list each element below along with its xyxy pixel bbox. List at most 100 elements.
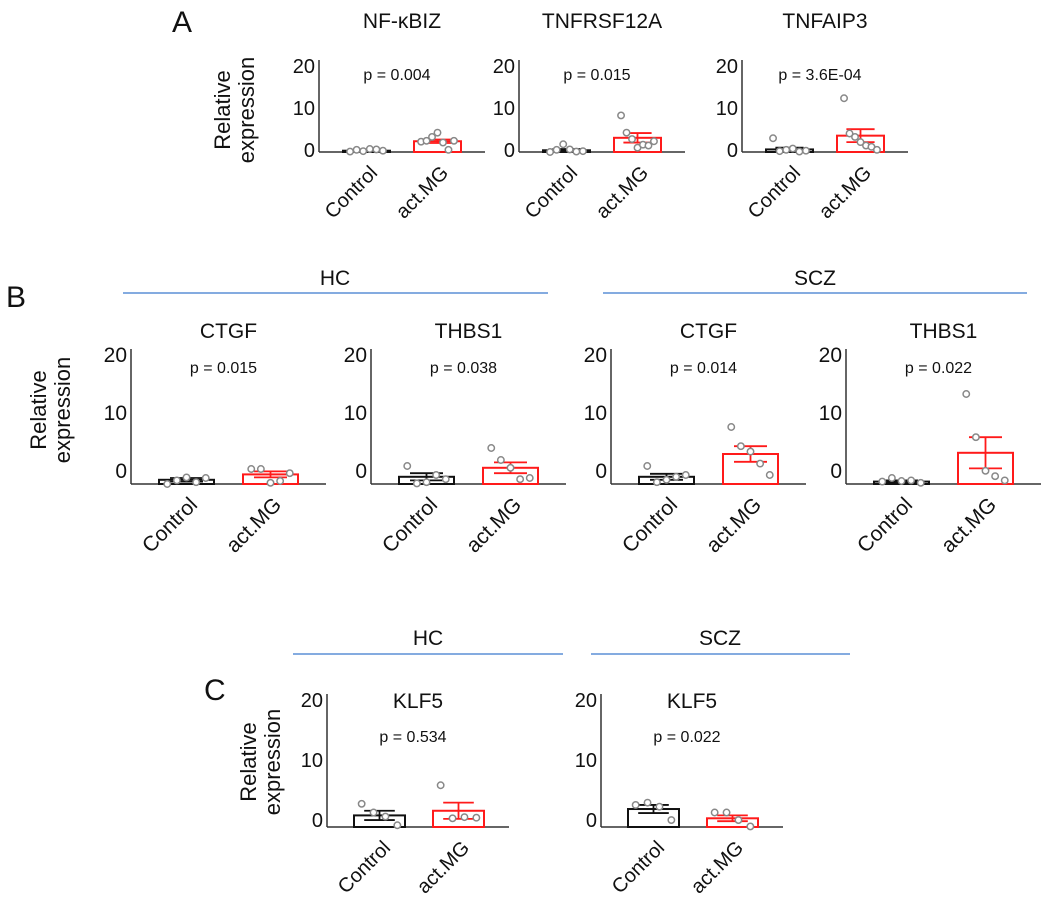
y-tick-label: 0	[355, 460, 367, 483]
data-point	[266, 478, 275, 487]
data-point	[379, 146, 387, 155]
y-tick-label: 20	[104, 344, 127, 367]
chart-a-tnfrsf12a: TNFRSF12A p = 0.015 0 10 20 Control act.MG	[493, 10, 685, 223]
y-tick-label: 10	[344, 402, 367, 425]
y-tick-label: 0	[586, 810, 597, 832]
data-point	[1000, 476, 1009, 485]
y-tick-label: 10	[819, 402, 842, 425]
data-point	[643, 798, 652, 807]
y-tick-label: 10	[575, 750, 597, 772]
panel-letter-a: A	[172, 6, 192, 39]
data-point	[369, 808, 378, 817]
x-tick-label: act.MG	[462, 493, 526, 557]
y-tick-label: 0	[830, 460, 842, 483]
data-point	[643, 462, 652, 470]
x-tick-label: Control	[138, 493, 202, 557]
chart-b-scz-ctgf: CTGF p = 0.014 0 10 20 Control act.MG	[584, 320, 806, 557]
data-point	[631, 801, 640, 809]
data-point	[172, 476, 181, 485]
y-tick-label: 10	[493, 98, 515, 120]
p-value: p = 0.534	[379, 729, 446, 746]
chart-title: CTGF	[680, 320, 737, 343]
y-tick-label: 0	[115, 460, 127, 483]
data-point	[565, 145, 574, 154]
x-tick-label: act.MG	[702, 493, 766, 557]
data-point	[667, 816, 676, 824]
data-point	[840, 94, 848, 103]
ylabel-c: Relative expression	[236, 709, 285, 815]
chart-b-hc-thbs1: THBS1 p = 0.038 0 10 20 Control act.MG	[344, 320, 566, 557]
data-point	[525, 474, 534, 482]
data-point	[393, 821, 402, 830]
data-point	[746, 822, 755, 831]
y-tick-label: 10	[584, 402, 607, 425]
y-tick-label: 10	[293, 98, 315, 120]
data-point	[192, 478, 201, 487]
x-tick-label: Control	[618, 493, 682, 557]
panel-letter-b: B	[6, 281, 26, 314]
data-point	[359, 147, 368, 156]
ylabel-line1: Relative	[236, 722, 261, 801]
data-point	[962, 390, 971, 398]
x-tick-label: act.MG	[937, 493, 1001, 557]
data-point	[916, 478, 925, 487]
chart-title: NF-κBIZ	[363, 10, 441, 33]
x-tick-label: act.MG	[687, 837, 748, 898]
data-point	[628, 135, 636, 144]
data-point	[851, 133, 859, 141]
data-point	[357, 799, 366, 808]
data-point	[460, 813, 469, 822]
chart-title: KLF5	[667, 690, 717, 713]
group-label: SCZ	[794, 267, 836, 290]
data-point	[496, 456, 505, 464]
chart-title: KLF5	[393, 690, 443, 713]
y-tick-label: 10	[301, 750, 323, 772]
group-label: SCZ	[699, 627, 741, 650]
data-point	[428, 133, 436, 141]
data-point	[182, 473, 191, 482]
data-point	[579, 147, 587, 156]
x-tick-label: act.MG	[815, 162, 876, 223]
data-point	[736, 442, 745, 451]
data-point	[722, 808, 731, 817]
data-point	[644, 141, 653, 150]
x-tick-label: Control	[608, 837, 669, 898]
data-point	[506, 463, 515, 472]
chart-title: THBS1	[910, 320, 978, 343]
y-tick-label: 20	[493, 56, 515, 78]
y-tick-label: 10	[716, 98, 738, 120]
data-point	[672, 472, 681, 481]
group-header-c-scz: SCZ	[591, 627, 850, 655]
data-point	[381, 812, 390, 821]
data-point	[907, 476, 916, 485]
y-tick-label: 20	[584, 344, 607, 367]
ylabel-line1: Relative	[210, 70, 235, 149]
p-value: p = 0.014	[670, 360, 737, 377]
data-point	[247, 465, 256, 473]
data-point	[448, 814, 457, 823]
data-point	[441, 475, 450, 484]
group-label: HC	[413, 627, 443, 650]
x-tick-label: Control	[334, 837, 395, 898]
data-point	[765, 471, 774, 479]
data-point	[622, 128, 631, 137]
data-point	[444, 145, 453, 154]
data-point	[422, 136, 431, 145]
x-tick-label: Control	[521, 162, 582, 223]
chart-title: CTGF	[200, 320, 257, 343]
data-point	[372, 145, 381, 154]
ylabel-a: Relative expression	[210, 57, 259, 163]
p-value: p = 3.6E-04	[778, 67, 861, 84]
x-tick-label: act.MG	[392, 162, 453, 223]
data-point	[285, 469, 294, 478]
y-tick-label: 20	[716, 56, 738, 78]
data-point	[201, 474, 210, 482]
data-point	[856, 138, 865, 147]
data-point	[981, 466, 990, 475]
chart-b-scz-thbs1: THBS1 p = 0.022 0 10 20 Control act.MG	[819, 320, 1041, 557]
data-point	[403, 462, 412, 470]
data-point	[971, 433, 980, 442]
x-tick-label: act.MG	[222, 493, 286, 557]
data-point	[365, 145, 374, 153]
